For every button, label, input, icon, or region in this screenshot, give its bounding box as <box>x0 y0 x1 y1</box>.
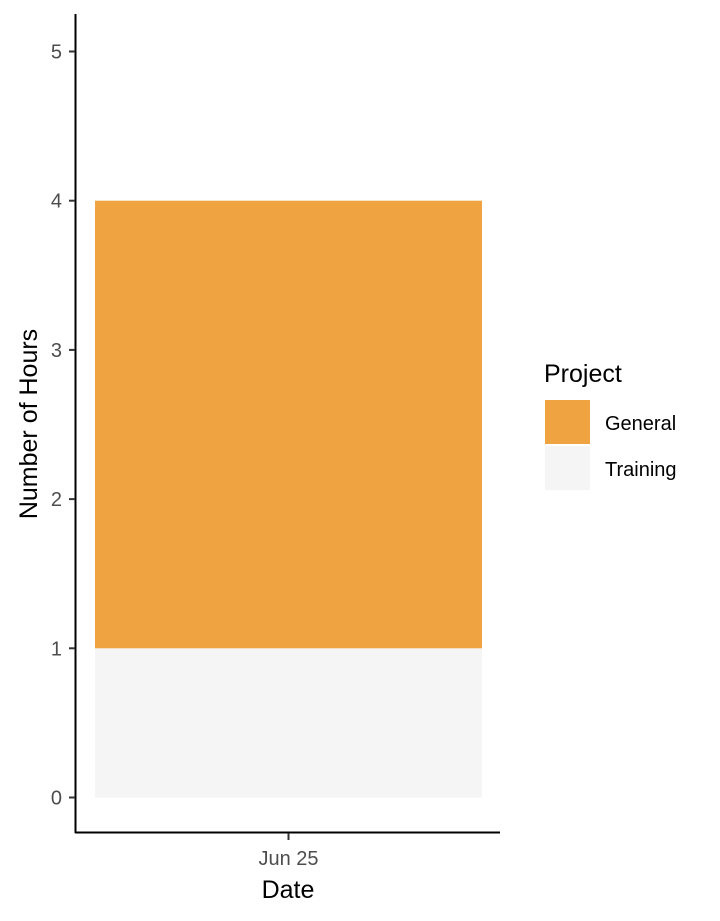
y-axis-ticks: 0 1 2 3 4 5 <box>51 42 75 810</box>
legend-key-training <box>545 446 590 490</box>
y-tick-label: 3 <box>51 340 62 362</box>
legend-label-general: General <box>605 413 676 435</box>
y-tick-label: 5 <box>51 42 62 64</box>
plot-area: 0 1 2 3 4 5 Jun 25 <box>51 14 500 870</box>
legend-title: Project <box>544 360 622 388</box>
legend: Project General Training <box>544 360 677 490</box>
x-axis-ticks: Jun 25 <box>258 833 319 870</box>
legend-label-training: Training <box>605 459 677 481</box>
y-tick-label: 0 <box>51 788 62 810</box>
x-axis-title: Date <box>262 876 315 904</box>
y-tick-label: 4 <box>51 191 62 213</box>
y-tick-label: 2 <box>51 489 62 511</box>
x-tick-label: Jun 25 <box>258 848 318 870</box>
bar-segment-training <box>95 648 482 798</box>
y-tick-label: 1 <box>51 638 62 660</box>
bar-group <box>95 200 482 798</box>
legend-key-general <box>545 400 590 444</box>
bar-segment-general <box>95 200 482 649</box>
legend-items: General Training <box>545 400 677 490</box>
y-axis-title: Number of Hours <box>15 329 43 519</box>
